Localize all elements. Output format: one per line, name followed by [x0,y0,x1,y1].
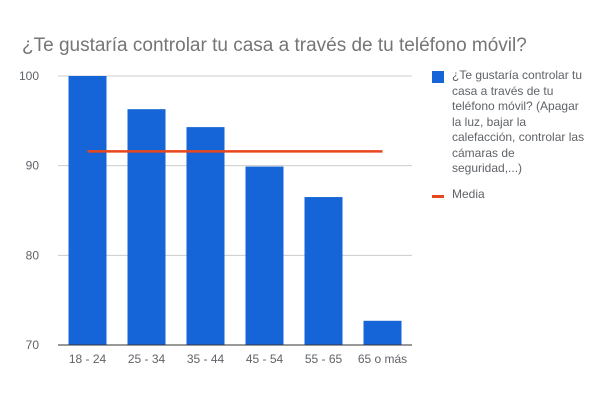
x-tick-label: 65 o más [358,352,407,366]
bar [304,197,343,345]
legend-swatch-line [432,194,444,198]
legend-item-bar: ¿Te gustaría controlar tu casa a través … [432,68,592,177]
legend: ¿Te gustaría controlar tu casa a través … [432,68,592,212]
x-tick-label: 25 - 34 [128,352,166,366]
x-tick-label: 18 - 24 [69,352,107,366]
y-tick-label: 70 [26,338,40,352]
bar [363,320,402,345]
legend-swatch-bar [432,71,444,83]
x-tick-label: 35 - 44 [187,352,225,366]
bar [68,76,107,345]
bar [245,166,284,345]
legend-label-line: Media [452,186,485,201]
chart-title: ¿Te gustaría controlar tu casa a través … [22,35,527,56]
y-tick-label: 90 [26,159,40,173]
bar [127,109,166,345]
legend-item-line: Media [432,187,592,203]
x-tick-label: 55 - 65 [305,352,343,366]
legend-label-bar: ¿Te gustaría controlar tu casa a través … [452,68,585,175]
y-tick-label: 80 [26,248,40,262]
bar [186,127,225,345]
y-tick-label: 100 [19,69,39,83]
x-tick-label: 45 - 54 [246,352,284,366]
